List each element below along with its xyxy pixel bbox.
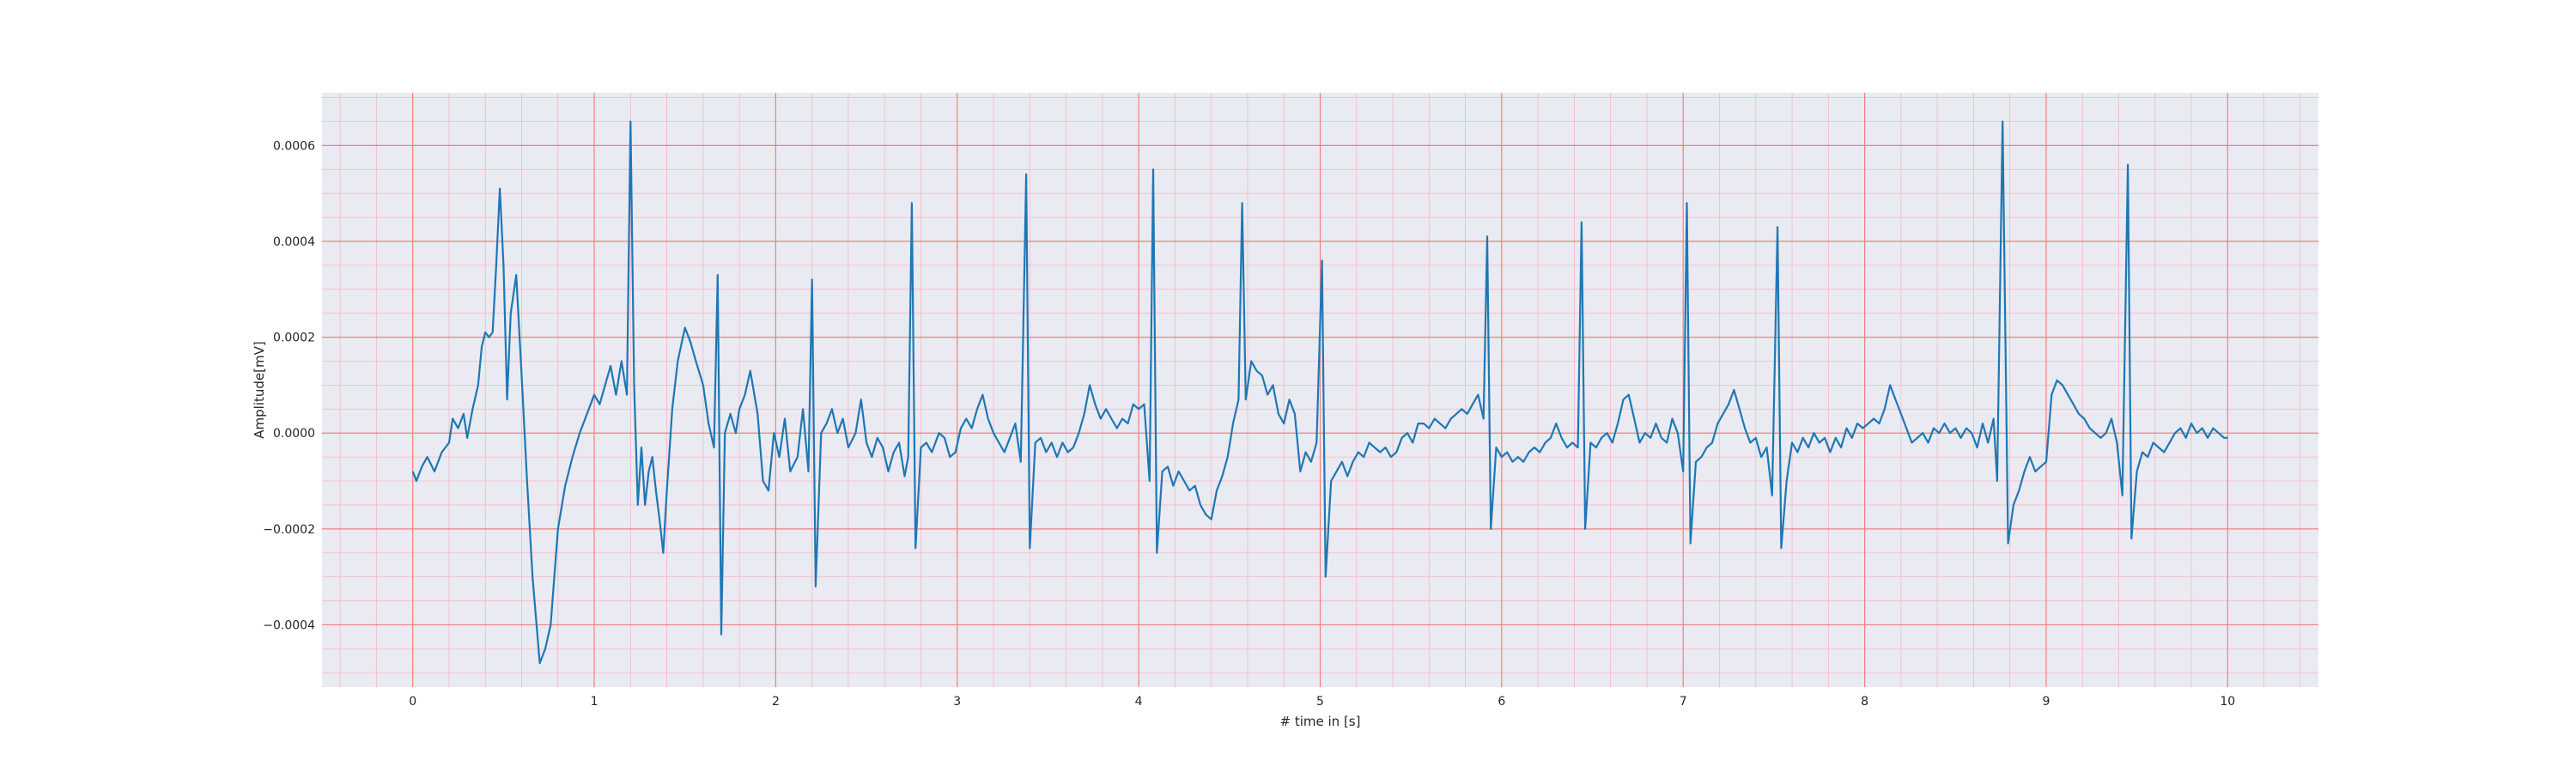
x-tick-label: 9: [2042, 695, 2050, 709]
y-tick-label: 0.0000: [273, 427, 315, 441]
major-grid: [322, 93, 2318, 687]
y-tick-label: 0.0006: [273, 139, 315, 153]
y-tick-label: −0.0004: [263, 618, 315, 632]
x-tick-label: 3: [953, 695, 961, 709]
y-tick-label: 0.0004: [273, 235, 315, 249]
y-axis-ticks: −0.0004 −0.0002 0.0000 0.0002 0.0004 0.0006: [263, 139, 315, 632]
x-tick-label: 10: [2220, 695, 2235, 709]
x-axis-label: # time in [s]: [1280, 714, 1361, 729]
x-tick-label: 4: [1135, 695, 1143, 709]
x-tick-label: 5: [1316, 695, 1324, 709]
x-tick-label: 2: [772, 695, 780, 709]
y-tick-label: 0.0002: [273, 332, 315, 345]
x-tick-label: 7: [1680, 695, 1687, 709]
y-axis-label: Amplitude[mV]: [252, 341, 267, 438]
x-tick-label: 1: [591, 695, 598, 709]
x-tick-label: 8: [1861, 695, 1868, 709]
x-tick-label: 6: [1498, 695, 1505, 709]
series-line: [411, 120, 2228, 665]
x-tick-label: 0: [409, 695, 416, 709]
y-tick-label: −0.0002: [263, 523, 315, 537]
x-axis-ticks: 0 1 2 3 4 5 6 7 8 9 10: [409, 695, 2235, 709]
